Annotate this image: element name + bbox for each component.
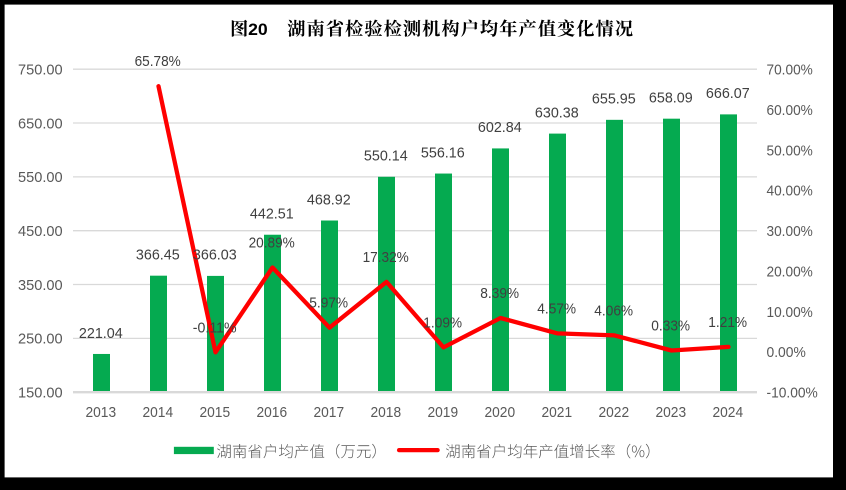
svg-text:366.03: 366.03 — [193, 247, 237, 264]
svg-text:4.06%: 4.06% — [594, 302, 633, 319]
svg-text:666.07: 666.07 — [706, 85, 750, 102]
svg-text:442.51: 442.51 — [250, 206, 294, 223]
svg-text:2013: 2013 — [86, 404, 117, 421]
svg-text:650.00: 650.00 — [18, 115, 63, 132]
svg-text:1.21%: 1.21% — [708, 314, 747, 331]
svg-text:2022: 2022 — [599, 404, 630, 421]
svg-text:221.04: 221.04 — [79, 325, 123, 342]
svg-text:-10.00%: -10.00% — [767, 385, 818, 402]
svg-text:65.78%: 65.78% — [135, 53, 181, 70]
svg-text:-0.11%: -0.11% — [193, 319, 237, 336]
svg-text:2023: 2023 — [656, 404, 687, 421]
svg-text:550.14: 550.14 — [364, 148, 408, 165]
svg-text:658.09: 658.09 — [649, 89, 693, 106]
svg-text:366.45: 366.45 — [136, 246, 180, 263]
svg-text:60.00%: 60.00% — [767, 102, 813, 119]
svg-text:0.00%: 0.00% — [767, 344, 806, 361]
svg-text:468.92: 468.92 — [307, 191, 351, 208]
svg-text:602.84: 602.84 — [478, 119, 522, 136]
svg-text:17.32%: 17.32% — [363, 249, 409, 266]
svg-text:20.89%: 20.89% — [249, 234, 295, 251]
svg-text:2021: 2021 — [542, 404, 573, 421]
svg-text:550.00: 550.00 — [18, 169, 63, 186]
svg-text:2018: 2018 — [371, 404, 402, 421]
svg-text:2016: 2016 — [257, 404, 288, 421]
svg-text:2024: 2024 — [713, 404, 744, 421]
svg-text:750.00: 750.00 — [18, 62, 63, 79]
svg-text:20.00%: 20.00% — [767, 263, 813, 280]
svg-text:350.00: 350.00 — [18, 277, 63, 294]
svg-text:556.16: 556.16 — [421, 144, 465, 161]
svg-text:8.39%: 8.39% — [480, 285, 519, 302]
svg-text:2020: 2020 — [485, 404, 516, 421]
svg-text:1.09%: 1.09% — [423, 314, 462, 331]
svg-text:0.33%: 0.33% — [651, 317, 690, 334]
svg-text:250.00: 250.00 — [18, 331, 63, 348]
svg-text:150.00: 150.00 — [18, 385, 63, 402]
svg-text:2019: 2019 — [428, 404, 459, 421]
svg-text:630.38: 630.38 — [535, 104, 579, 121]
svg-text:5.97%: 5.97% — [309, 295, 348, 312]
svg-text:4.57%: 4.57% — [537, 300, 576, 317]
svg-text:2015: 2015 — [200, 404, 231, 421]
svg-text:30.00%: 30.00% — [767, 223, 813, 240]
svg-text:20: 20 — [248, 20, 268, 39]
svg-text:40.00%: 40.00% — [767, 183, 813, 200]
svg-text:10.00%: 10.00% — [767, 304, 813, 321]
svg-text:655.95: 655.95 — [592, 91, 636, 108]
svg-text:50.00%: 50.00% — [767, 142, 813, 159]
svg-text:2017: 2017 — [314, 404, 345, 421]
svg-text:70.00%: 70.00% — [767, 62, 813, 79]
svg-text:450.00: 450.00 — [18, 223, 63, 240]
svg-text:2014: 2014 — [143, 404, 174, 421]
